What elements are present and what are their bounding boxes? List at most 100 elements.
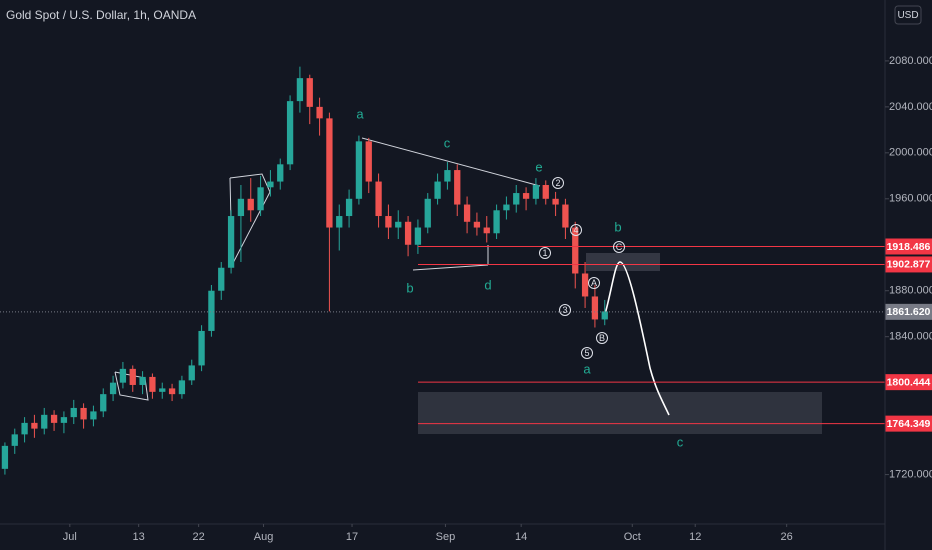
wave-label: a: [583, 361, 591, 376]
candle-body: [444, 170, 451, 182]
count-circle: [552, 177, 564, 189]
candle-body: [11, 434, 18, 446]
level-tag: [885, 238, 932, 255]
candle-body: [434, 181, 441, 199]
wave-count: 4: [573, 225, 578, 235]
candle-body: [306, 78, 313, 107]
wave-count: 5: [584, 348, 589, 358]
candles: [1, 66, 608, 475]
candle-body: [601, 311, 608, 320]
candle-body: [454, 170, 461, 205]
wave-count: 1: [542, 248, 547, 258]
candle-body: [522, 193, 530, 199]
candle-body: [70, 407, 77, 418]
currency-button[interactable]: [894, 5, 922, 25]
wave-count: C: [616, 242, 623, 252]
candle-body: [267, 181, 274, 188]
count-circle: [559, 304, 571, 316]
level-label: 1861.620: [887, 306, 931, 318]
candle-body: [178, 380, 186, 395]
x-tick-label: Aug: [254, 531, 274, 543]
x-tick-label: 14: [515, 531, 527, 543]
candle-body: [227, 216, 235, 268]
y-tick-label: 2080.000: [889, 55, 932, 67]
level-label: 1764.349: [887, 418, 931, 430]
candle-body: [581, 273, 589, 297]
candle-body: [41, 414, 48, 429]
candle-body: [31, 422, 38, 429]
candle-body: [198, 330, 205, 366]
candle-body: [247, 198, 254, 211]
candle-body: [257, 187, 264, 211]
count-circle: [588, 277, 600, 289]
candle-body: [395, 221, 402, 228]
candle-body: [100, 394, 107, 412]
candle-body: [355, 141, 363, 199]
x-tick-label: Oct: [624, 531, 641, 543]
candle-body: [532, 185, 540, 199]
x-tick-label: Sep: [436, 531, 456, 543]
candle-body: [591, 296, 599, 320]
zone: [418, 392, 822, 434]
candle-body: [375, 181, 382, 217]
candle-body: [316, 106, 323, 119]
wave-label: c: [444, 135, 451, 150]
candle-body: [542, 185, 549, 199]
candle-body: [463, 204, 471, 222]
wave-count: B: [599, 333, 605, 343]
x-tick-label: 17: [346, 531, 358, 543]
candle-body: [159, 388, 166, 392]
level-label: 1800.444: [887, 376, 931, 388]
y-tick-label: 2000.000: [889, 147, 932, 159]
wave-label: b: [406, 280, 413, 295]
candle-body: [1, 445, 9, 469]
candle-body: [345, 198, 353, 217]
candle-body: [129, 368, 136, 385]
candle-body: [237, 198, 245, 217]
x-tick-label: 12: [689, 531, 701, 543]
x-tick-label: Jul: [63, 531, 77, 543]
candle-body: [218, 267, 225, 291]
candle-body: [296, 78, 304, 102]
candle-body: [385, 216, 392, 228]
candle-body: [286, 101, 294, 165]
zone: [586, 253, 660, 271]
candle-body: [50, 414, 58, 423]
candle-body: [513, 193, 520, 205]
candle-body: [119, 368, 127, 383]
currency-label[interactable]: USD: [897, 10, 918, 21]
candle-body: [424, 198, 431, 228]
levels: 1918.486 1902.877 1861.620 1800.444 1764.349: [0, 238, 932, 432]
candle-body: [552, 198, 559, 205]
candle-body: [80, 407, 87, 420]
wave-label: b: [614, 219, 621, 234]
chart-title: Gold Spot / U.S. Dollar, 1h, OANDA: [6, 8, 196, 22]
candle-body: [493, 210, 500, 234]
candle-body: [326, 118, 333, 228]
y-tick-label: 2040.000: [889, 101, 932, 113]
wave-count: 3: [562, 305, 567, 315]
wave-counts: 1 2 3 4 5 A B C: [539, 177, 625, 359]
x-tick-label: 13: [133, 531, 145, 543]
candle-body: [208, 290, 215, 331]
candle-body: [483, 227, 490, 234]
trend-line: [361, 137, 541, 187]
candle-body: [365, 141, 372, 182]
wave-label: c: [677, 434, 684, 449]
level-tag: [885, 303, 932, 320]
y-tick-label: 1960.000: [889, 193, 932, 205]
level-tag: [885, 256, 932, 273]
candle-body: [139, 376, 146, 385]
candle-body: [109, 382, 117, 395]
count-circle: [613, 241, 625, 253]
x-tick-label: 22: [193, 531, 205, 543]
candle-body: [21, 422, 28, 435]
candle-body: [414, 227, 422, 245]
y-tick-label: 1720.000: [889, 468, 932, 480]
candle-body: [336, 216, 343, 228]
count-circle: [539, 247, 551, 259]
candle-body: [60, 417, 68, 423]
projection: [603, 261, 670, 416]
